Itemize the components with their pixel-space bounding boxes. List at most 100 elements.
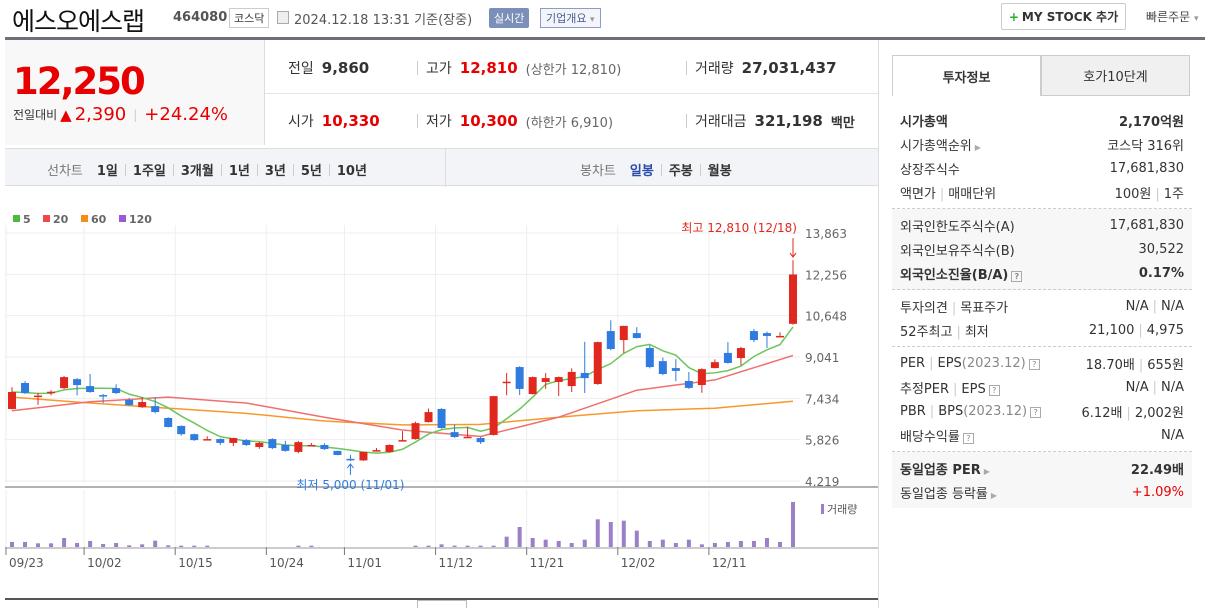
help-icon[interactable]: ? xyxy=(1030,406,1042,418)
realtime-button[interactable]: 실시간 xyxy=(489,8,530,28)
help-icon[interactable]: ? xyxy=(1011,270,1023,282)
low-label: 저가 xyxy=(426,114,452,130)
volume-bar xyxy=(36,543,41,547)
market-badge: 코스닥 xyxy=(229,8,270,28)
top-divider xyxy=(5,37,1205,40)
line-period-0[interactable]: 1일 xyxy=(96,164,118,179)
x-tick-label: 10/02 xyxy=(87,556,122,570)
line-chart-label: 선차트 xyxy=(47,164,83,179)
candle-body xyxy=(125,399,134,406)
candle-body xyxy=(749,331,758,341)
candle-body xyxy=(463,436,472,439)
volume-legend-label: 거래량 xyxy=(827,503,857,516)
help-icon[interactable]: ? xyxy=(988,384,1000,396)
volume-bar xyxy=(582,539,587,547)
info-value: N/A | N/A xyxy=(1126,380,1184,395)
label-text: 매매단위 xyxy=(948,186,997,202)
tab-order-book[interactable]: 호가10단계 xyxy=(1041,55,1190,96)
line-period-5[interactable]: 5년 xyxy=(300,164,322,179)
volume-bar xyxy=(634,530,639,547)
divider: | xyxy=(1126,405,1131,421)
candle-period-0[interactable]: 일봉 xyxy=(629,164,654,179)
volume-bar xyxy=(114,543,119,547)
info-group: 외국인한도주식수(A) 17,681,830 외국인보유주식수(B) 30,522 외국… xyxy=(892,209,1192,290)
volume-bar xyxy=(49,543,54,547)
candle-body xyxy=(294,442,303,452)
x-tick-label: 11/12 xyxy=(439,556,474,570)
help-icon[interactable]: ? xyxy=(1028,358,1040,370)
info-label: 추정PER | EPS? xyxy=(900,378,1000,397)
collapse-button[interactable] xyxy=(417,600,467,608)
volume-bar xyxy=(439,544,444,547)
candle-body xyxy=(541,378,550,382)
line-period-4[interactable]: 3년 xyxy=(264,164,286,179)
info-label[interactable]: 시가총액순위 ▶ xyxy=(900,135,981,154)
legend-label: 60 xyxy=(91,213,107,226)
stock-chart[interactable]: 5 20 60 120 13,863 12,256 10,648 9,041 7,434 5,82… xyxy=(0,190,878,598)
candle-body xyxy=(229,438,238,443)
calendar-icon xyxy=(277,11,289,24)
info-label[interactable]: 동일업종 PER ▶ xyxy=(900,459,990,478)
help-icon[interactable]: ? xyxy=(962,432,974,444)
info-label: 외국인한도주식수(A) xyxy=(900,216,1015,235)
candle-body xyxy=(86,386,95,392)
line-period-3[interactable]: 1년 xyxy=(228,164,250,179)
value-text: 2,170억원 xyxy=(1118,114,1184,130)
low-annotation: 최저 5,000 (11/01) xyxy=(296,478,404,492)
volume-bar xyxy=(673,543,678,547)
info-row: 시가총액 2,170억원 xyxy=(892,108,1192,132)
candle-body xyxy=(242,440,251,445)
high-arrow-icon xyxy=(789,252,797,258)
info-row: 동일업종 PER ▶ 22.49배 xyxy=(892,456,1192,480)
company-overview-button[interactable]: 기업개요 ▾ xyxy=(540,8,601,28)
company-overview-label: 기업개요 xyxy=(546,12,587,25)
label-text: 동일업종 PER xyxy=(900,462,981,478)
divider xyxy=(172,163,174,176)
volume-bar xyxy=(491,545,496,547)
x-tick-label: 11/01 xyxy=(347,556,382,570)
info-value: 30,522 xyxy=(1139,242,1185,257)
info-label: 외국인소진율(B/A)? xyxy=(900,264,1023,283)
add-my-stock-button[interactable]: + MY STOCK 추가 xyxy=(1001,3,1126,30)
divider: | xyxy=(956,324,961,340)
candle-body xyxy=(255,442,264,448)
info-value: 6.12배 | 2,002원 xyxy=(1082,402,1184,421)
candle-body xyxy=(658,361,667,374)
label-text: BPS xyxy=(938,403,964,419)
candle-body xyxy=(281,444,290,451)
change-label: 전일대비 xyxy=(13,108,58,122)
volume-bar xyxy=(426,545,431,547)
value-text: N/A xyxy=(1125,379,1149,395)
line-period-6[interactable]: 10년 xyxy=(336,164,367,179)
info-value: 코스닥 316위 xyxy=(1107,135,1184,154)
volume-bar xyxy=(10,542,14,547)
info-label: 투자의견 | 목표주가 xyxy=(900,297,1008,316)
candle-body xyxy=(398,440,407,442)
candle-body xyxy=(385,444,394,452)
tab-invest-info[interactable]: 투자정보 xyxy=(892,55,1041,96)
volume-bar xyxy=(791,502,795,547)
info-label: 상장주식수 xyxy=(900,159,960,178)
volume-bar xyxy=(660,539,665,547)
candle-period-1[interactable]: 주봉 xyxy=(668,164,693,179)
x-tick-label: 12/02 xyxy=(621,556,656,570)
value-text: 1주 xyxy=(1163,186,1184,202)
legend-swatch xyxy=(43,215,50,222)
open-price: 시가 10,330 xyxy=(288,111,380,131)
info-label: 배당수익률? xyxy=(900,426,974,445)
volume-bar xyxy=(296,545,301,547)
volume-bar xyxy=(205,545,210,547)
volume-bar xyxy=(517,527,522,547)
candle-body xyxy=(8,391,16,409)
candle-body xyxy=(567,371,576,387)
candle-period-2[interactable]: 월봉 xyxy=(707,164,732,179)
quick-order-button[interactable]: 빠른주문 ▾ xyxy=(1146,8,1199,25)
divider xyxy=(445,149,446,187)
price-change: 전일대비 ▲ 2,390 | +24.24% xyxy=(13,104,228,125)
volume-label: 거래량 xyxy=(695,61,734,77)
volume-bar xyxy=(764,538,769,547)
info-label[interactable]: 동일업종 등락률 ▶ xyxy=(900,483,997,502)
line-period-2[interactable]: 3개월 xyxy=(180,164,214,179)
candle-body xyxy=(450,432,459,438)
line-period-1[interactable]: 1주일 xyxy=(132,164,166,179)
